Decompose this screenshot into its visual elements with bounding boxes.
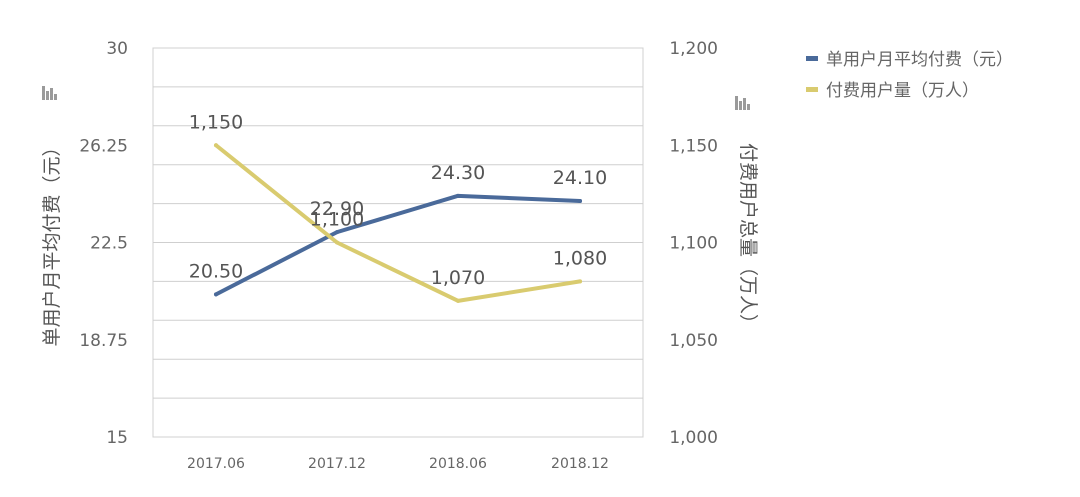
left-axis-tick-label: 18.75 xyxy=(79,331,128,351)
chart-glyph-bar xyxy=(743,98,746,110)
left-axis-tick-label: 30 xyxy=(106,39,128,59)
data-point xyxy=(214,292,218,297)
chart-glyph-bar xyxy=(50,88,53,100)
x-axis-tick-label: 2018.06 xyxy=(429,456,487,472)
chart-glyph-bar xyxy=(46,91,49,100)
chart-glyph-bar xyxy=(747,104,750,110)
chart-glyph-bar xyxy=(54,94,57,100)
data-point xyxy=(578,279,582,284)
data-point xyxy=(335,240,339,245)
legend-label-2: 付费用户量（万人） xyxy=(826,81,979,101)
data-label: 1,100 xyxy=(310,209,364,231)
data-label: 24.30 xyxy=(431,162,485,184)
chart-glyph-bar xyxy=(739,101,742,110)
chart-glyph-bar xyxy=(42,86,45,100)
right-axis-tick-label: 1,100 xyxy=(669,234,718,254)
left-axis-tick-label: 22.5 xyxy=(90,234,128,254)
right-axis-chart-icon xyxy=(735,96,750,110)
left-axis-tick-label: 15 xyxy=(106,428,128,448)
data-label: 1,080 xyxy=(553,247,607,269)
data-point xyxy=(456,298,460,303)
right-axis-title: 付费用户总量（万人） xyxy=(737,143,759,333)
x-axis-tick-label: 2017.06 xyxy=(187,456,245,472)
left-axis-title: 单用户月平均付费（元） xyxy=(41,137,63,346)
data-label: 20.50 xyxy=(189,260,243,282)
right-axis-tick-label: 1,150 xyxy=(669,136,718,156)
right-axis-tick-label: 1,050 xyxy=(669,331,718,351)
legend-label-1: 单用户月平均付费（元） xyxy=(826,50,1013,70)
data-point xyxy=(335,230,339,235)
x-axis-tick-label: 2018.12 xyxy=(551,456,609,472)
data-label: 1,150 xyxy=(189,111,243,133)
left-axis-chart-icon xyxy=(42,86,57,100)
series-line-2 xyxy=(214,143,582,303)
data-label: 22.90 xyxy=(310,198,364,220)
data-label: 24.10 xyxy=(553,167,607,189)
legend-swatch-1 xyxy=(806,56,818,61)
data-point xyxy=(578,199,582,204)
series-line-1 xyxy=(214,193,582,297)
chart-glyph-bar xyxy=(735,96,738,110)
legend-swatch-2 xyxy=(806,87,818,92)
data-point xyxy=(456,193,460,198)
right-axis-tick-label: 1,000 xyxy=(669,428,718,448)
x-axis-tick-label: 2017.12 xyxy=(308,456,366,472)
right-axis-tick-label: 1,200 xyxy=(669,39,718,59)
left-axis-tick-label: 26.25 xyxy=(79,136,128,156)
data-label: 1,070 xyxy=(431,267,485,289)
data-point xyxy=(214,143,218,148)
